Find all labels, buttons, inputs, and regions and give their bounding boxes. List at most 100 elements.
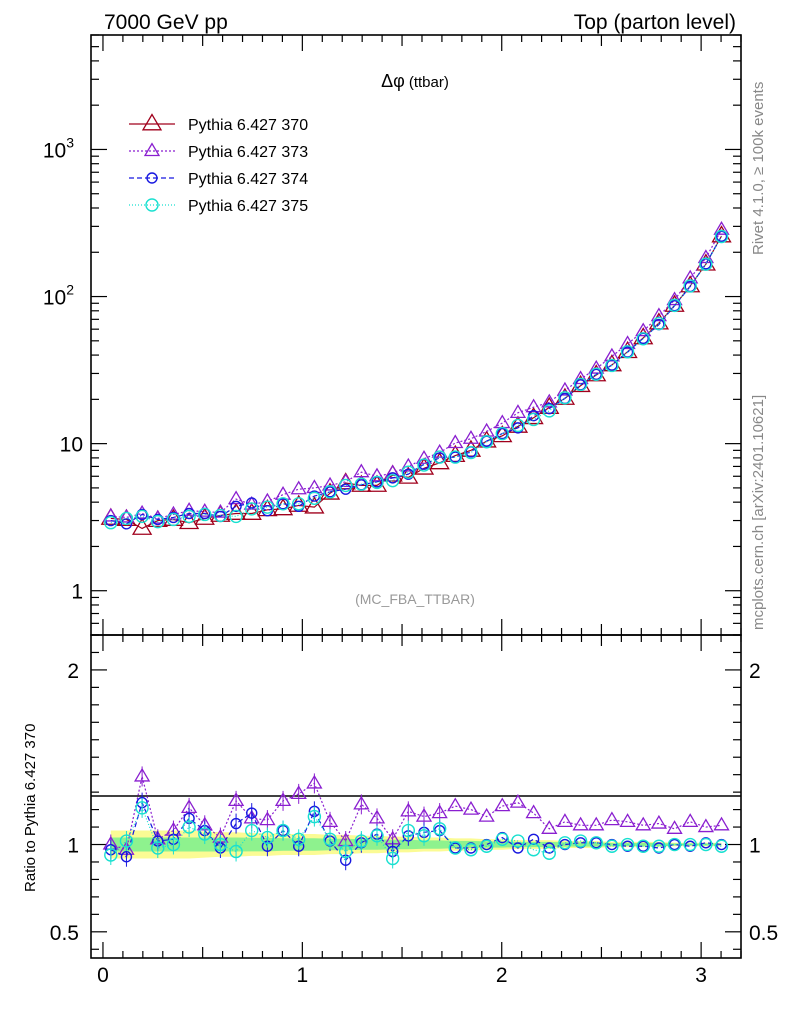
main-point: [241, 502, 262, 520]
energy-label: 7000 GeV pp: [104, 11, 228, 34]
ratio-point: [353, 795, 370, 810]
ratio-point: [682, 813, 699, 827]
main-point: [354, 477, 369, 491]
ratio-point: [495, 832, 509, 846]
ratio-point: [541, 820, 558, 834]
ratio-series-layer: [102, 766, 730, 871]
main-point: [417, 458, 431, 472]
ratio-y-tick-label-right: 1: [749, 835, 761, 858]
legend: Pythia 6.427 370 Pythia 6.427 373 Pythia 6…: [129, 113, 308, 215]
ratio-point: [621, 840, 634, 852]
main-point: [605, 358, 619, 373]
ratio-frame: [90, 634, 742, 959]
legend-label: Pythia 6.427 370: [188, 117, 308, 134]
main-point: [619, 335, 636, 350]
main-point: [323, 485, 337, 499]
ratio-point: [667, 837, 682, 852]
ratio-point: [574, 837, 587, 849]
main-point: [509, 404, 527, 418]
ratio-point: [354, 834, 369, 848]
main-point: [667, 298, 682, 313]
main-y-tick-label: 103: [43, 134, 74, 162]
ratio-point: [464, 843, 478, 857]
ratio-point: [653, 842, 665, 854]
plot-title: Δφ (ttbar): [381, 71, 449, 91]
tick-label-exponent: 3: [66, 134, 74, 150]
ratio-point: [636, 839, 650, 853]
main-point: [603, 347, 621, 362]
main-point: [572, 370, 589, 385]
main-point: [230, 500, 242, 512]
main-point: [307, 491, 322, 505]
main-point: [415, 450, 433, 464]
ratio-point: [697, 818, 715, 833]
ratio-point: [323, 832, 337, 846]
main-point: [620, 345, 635, 359]
main-point: [650, 307, 668, 322]
ratio-point: [415, 807, 433, 822]
main-point: [478, 422, 495, 437]
ratio-point: [699, 837, 713, 852]
ratio-point: [260, 830, 275, 845]
ratio-point: [290, 785, 307, 800]
main-point: [525, 398, 542, 413]
ratio-point: [431, 804, 448, 819]
main-point: [229, 509, 243, 524]
ratio-point: [213, 837, 228, 852]
ratio-point: [543, 842, 555, 854]
ratio-point: [652, 839, 666, 853]
ratio-point: [556, 813, 574, 827]
main-point: [182, 509, 196, 524]
main-point: [385, 473, 400, 488]
ratio-point: [666, 820, 683, 834]
ratio-point: [714, 839, 729, 853]
main-point: [589, 367, 603, 382]
main-point: [370, 475, 384, 490]
ratio-point: [572, 816, 589, 831]
ratio-y-tick-label-right: 0.5: [749, 922, 778, 945]
legend-marker: [143, 142, 161, 157]
main-point: [245, 502, 259, 516]
main-point: [401, 465, 416, 479]
ratio-point: [606, 838, 618, 851]
main-point: [304, 496, 325, 514]
ratio-point: [104, 848, 118, 862]
ratio-point: [496, 831, 508, 844]
ratio-point: [307, 809, 322, 824]
main-point: [448, 450, 462, 464]
main-point: [292, 497, 306, 511]
main-y-tick-label: 102: [43, 282, 74, 310]
ratio-point: [590, 837, 602, 849]
legend-marker: [141, 113, 163, 131]
ratio-point: [509, 793, 527, 808]
ratio-point: [479, 839, 494, 853]
ratio-point: [494, 797, 511, 812]
ratio-point: [558, 836, 572, 850]
main-point: [666, 291, 683, 306]
main-point: [338, 478, 353, 493]
ratio-band-inner: [110, 837, 722, 852]
main-series-line-1: [110, 229, 723, 520]
ratio-point: [605, 839, 619, 853]
ratio-point: [292, 832, 306, 846]
main-series-line-0: [110, 235, 723, 530]
ratio-point: [227, 792, 245, 807]
main-point: [368, 467, 386, 482]
ratio-point: [245, 823, 259, 838]
legend-label: Pythia 6.427 373: [188, 144, 308, 161]
ratio-point: [603, 811, 621, 826]
main-point: [588, 359, 605, 374]
ratio-y-tick-label-right: 2: [749, 660, 761, 683]
main-point: [324, 486, 336, 498]
main-point: [713, 220, 730, 235]
main-point: [321, 476, 339, 491]
ratio-point: [246, 807, 258, 819]
main-point: [227, 490, 245, 505]
ratio-point: [182, 820, 196, 834]
ratio-point: [370, 829, 384, 843]
main-point: [699, 257, 713, 271]
main-series-line-3: [110, 236, 723, 524]
main-point: [276, 497, 290, 511]
main-point: [714, 229, 729, 244]
